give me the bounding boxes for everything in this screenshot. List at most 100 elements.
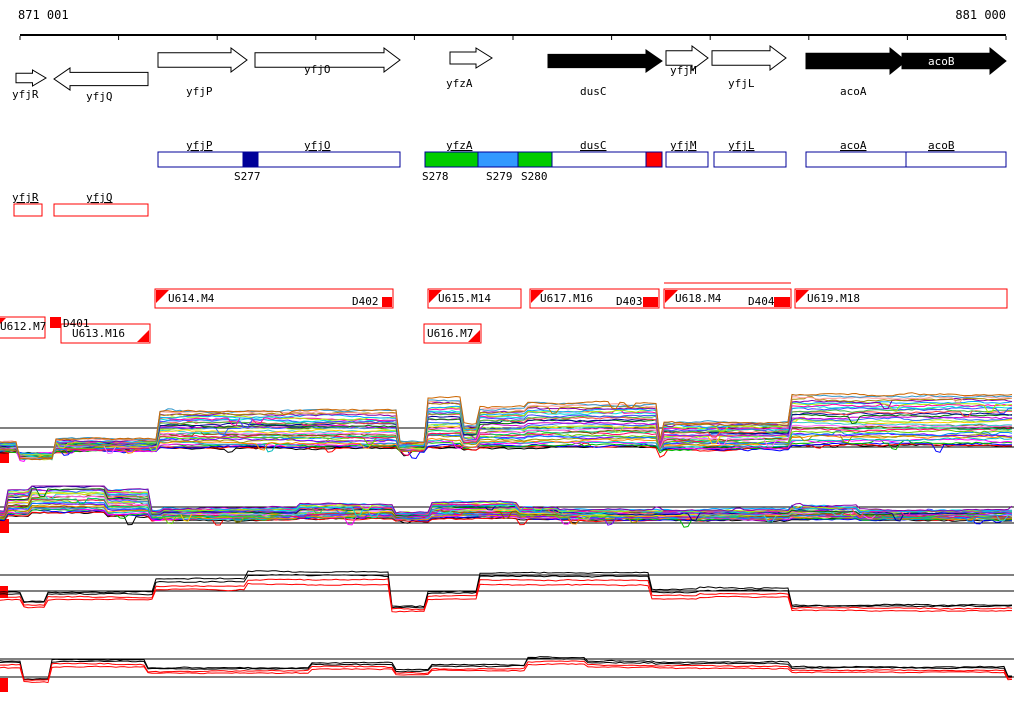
gene-arrow-yfjR[interactable] bbox=[15, 69, 47, 87]
probe-gene-label-yfjP: yfjP bbox=[186, 139, 213, 152]
marker-label-d401: D401 bbox=[63, 317, 90, 330]
gene-arrow-yfzA[interactable] bbox=[449, 47, 493, 69]
amplicon-start-triangle bbox=[156, 290, 169, 303]
marker-square-d401[interactable] bbox=[50, 317, 61, 328]
signal-series bbox=[0, 432, 1013, 457]
gene-label-yfjP: yfjP bbox=[186, 85, 213, 98]
marker-square-d404[interactable] bbox=[774, 297, 790, 307]
probe-box-4[interactable] bbox=[713, 151, 787, 168]
signal-series bbox=[0, 423, 1013, 457]
signal-series bbox=[0, 430, 1013, 460]
probe-segment-label-S280: S280 bbox=[521, 170, 548, 183]
amplicon-box-u619-m18[interactable] bbox=[794, 288, 1008, 309]
gene-arrow-dusC[interactable] bbox=[547, 49, 663, 73]
signal-series bbox=[0, 573, 1013, 609]
signal-series bbox=[0, 656, 1013, 680]
signal-series bbox=[0, 485, 1013, 514]
signal-series bbox=[0, 578, 1013, 611]
gene-label-yfjL: yfjL bbox=[728, 77, 755, 90]
amplicon-end-triangle bbox=[468, 330, 480, 342]
probe-segment-S277[interactable] bbox=[242, 151, 259, 168]
probe-box-1[interactable] bbox=[157, 151, 401, 168]
track-left-marker bbox=[0, 519, 9, 533]
marker-label-d403: D403 bbox=[616, 295, 643, 308]
signal-series bbox=[0, 396, 1013, 460]
ruler-end-coordinate: 881 000 bbox=[955, 8, 1006, 22]
gene-arrow-yfjP[interactable] bbox=[157, 47, 248, 73]
probe-box-3[interactable] bbox=[665, 151, 709, 168]
amplicon-label-u618-m4: U618.M4 bbox=[675, 292, 722, 305]
gene-label-acoA: acoA bbox=[840, 85, 867, 98]
annotation-box-yfjR[interactable] bbox=[13, 203, 43, 217]
amplicon-start-triangle bbox=[665, 290, 678, 303]
signal-series bbox=[0, 416, 1013, 459]
gene-arrow-yfjO[interactable] bbox=[254, 47, 401, 73]
marker-label-d402: D402 bbox=[352, 295, 379, 308]
gene-arrow-yfjM[interactable] bbox=[665, 45, 709, 71]
signal-series bbox=[0, 663, 1013, 684]
gene-label-acoB: acoB bbox=[928, 55, 955, 68]
probe-gene-label-yfzA: yfzA bbox=[446, 139, 473, 152]
amplicon-label-u613-m16: U613.M16 bbox=[72, 327, 125, 340]
amplicon-label-u614-m4: U614.M4 bbox=[168, 292, 215, 305]
probe-gene-label-dusC: dusC bbox=[580, 139, 607, 152]
signal-series bbox=[0, 433, 1013, 457]
probe-segment-S280[interactable] bbox=[517, 151, 553, 168]
amplicon-box-u613-m16[interactable] bbox=[60, 323, 151, 344]
annotation-label-yfjR: yfjR bbox=[12, 191, 39, 204]
probe-gene-label-yfjM: yfjM bbox=[670, 139, 697, 152]
gene-arrow-yfjQ[interactable] bbox=[53, 67, 149, 91]
amplicon-label-u615-m14: U615.M14 bbox=[438, 292, 491, 305]
signal-series bbox=[0, 442, 1012, 460]
gene-arrow-acoA[interactable] bbox=[805, 46, 907, 76]
amplicon-label-u612-m7: U612.M7 bbox=[0, 320, 46, 333]
probe-gene-label-acoA: acoA bbox=[840, 139, 867, 152]
signal-series bbox=[0, 485, 1012, 515]
amplicon-box-u612-m7[interactable] bbox=[0, 316, 46, 339]
signal-series bbox=[0, 434, 1013, 457]
signal-series bbox=[0, 438, 1013, 462]
signal-series bbox=[0, 392, 1013, 461]
signal-series bbox=[0, 405, 1013, 459]
marker-square-d402[interactable] bbox=[382, 297, 392, 307]
gene-label-dusC: dusC bbox=[580, 85, 607, 98]
signal-series bbox=[0, 657, 1013, 681]
probe-segment-label-S277: S277 bbox=[234, 170, 261, 183]
probe-segment-label-S278: S278 bbox=[422, 170, 449, 183]
gene-label-yfzA: yfzA bbox=[446, 77, 473, 90]
amplicon-box-u614-m4[interactable] bbox=[154, 288, 394, 309]
signal-series bbox=[0, 499, 1013, 525]
annotation-label-yfjQ: yfjQ bbox=[86, 191, 113, 204]
annotation-box-yfjQ[interactable] bbox=[53, 203, 149, 217]
amplicon-box-u616-m7[interactable] bbox=[423, 323, 482, 344]
gene-label-yfjO: yfjO bbox=[304, 63, 331, 76]
track-left-marker bbox=[0, 449, 9, 463]
signal-series bbox=[0, 401, 1013, 460]
gene-label-yfjM: yfjM bbox=[670, 64, 697, 77]
amplicon-start-triangle bbox=[796, 290, 809, 303]
probe-segment-S279[interactable] bbox=[477, 151, 519, 168]
signal-series bbox=[0, 485, 1013, 514]
probe-gene-label-yfjO: yfjO bbox=[304, 139, 331, 152]
amplicon-start-triangle bbox=[429, 290, 442, 303]
signal-series bbox=[0, 660, 1013, 681]
probe-segment-end-mark[interactable] bbox=[645, 151, 663, 168]
amplicon-box-u617-m16[interactable] bbox=[529, 288, 660, 309]
amplicon-label-u619-m18: U619.M18 bbox=[807, 292, 860, 305]
gene-label-yfjR: yfjR bbox=[12, 88, 39, 101]
ruler-start-coordinate: 871 001 bbox=[18, 8, 69, 22]
amplicon-box-u615-m14[interactable] bbox=[427, 288, 522, 309]
gene-arrow-acoB[interactable] bbox=[901, 46, 1007, 76]
marker-square-d403[interactable] bbox=[643, 297, 658, 307]
gene-arrow-yfjL[interactable] bbox=[711, 45, 787, 71]
amplicon-box-u618-m4[interactable] bbox=[663, 288, 792, 309]
probe-segment-S278[interactable] bbox=[424, 151, 479, 168]
signal-series bbox=[0, 407, 1013, 461]
amplicon-start-triangle bbox=[531, 290, 544, 303]
probe-segment-label-S279: S279 bbox=[486, 170, 513, 183]
probe-gene-label-acoB: acoB bbox=[928, 139, 955, 152]
marker-label-d404: D404 bbox=[748, 295, 775, 308]
amplicon-label-u617-m16: U617.M16 bbox=[540, 292, 593, 305]
